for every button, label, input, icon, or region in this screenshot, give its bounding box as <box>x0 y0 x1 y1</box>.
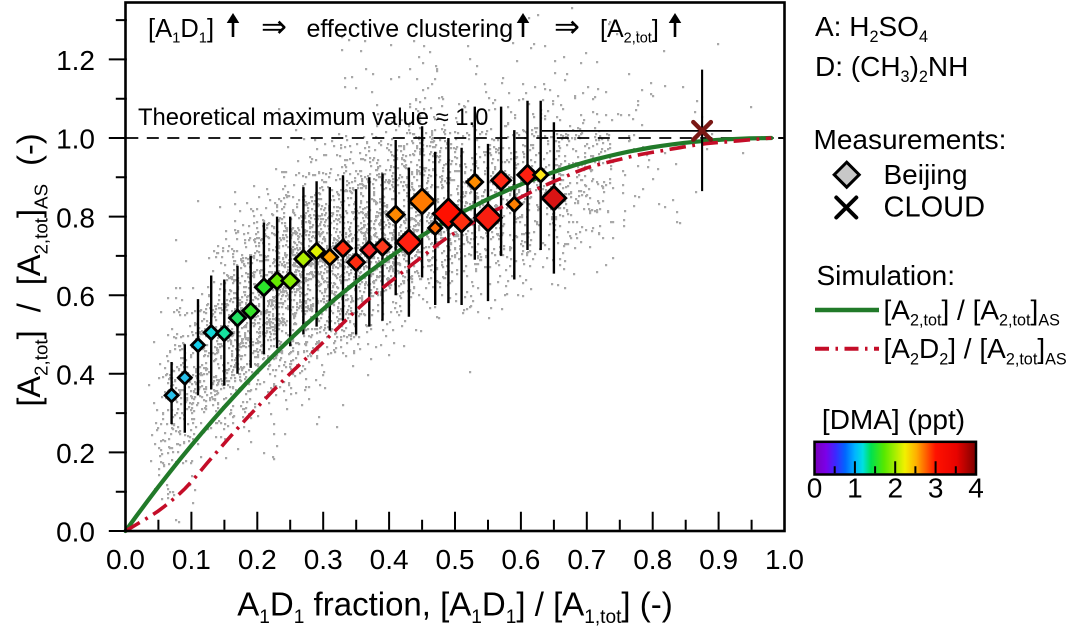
svg-text:[DMA] (ppt): [DMA] (ppt) <box>822 404 965 435</box>
svg-text:0.5: 0.5 <box>436 544 475 575</box>
svg-text:0.4: 0.4 <box>370 544 409 575</box>
svg-text:Theoretical maximum value ≈ 1.: Theoretical maximum value ≈ 1.0 <box>138 104 488 131</box>
svg-text:2: 2 <box>887 473 903 504</box>
svg-text:[A1D1]: [A1D1] <box>148 15 214 47</box>
svg-text:1: 1 <box>847 473 863 504</box>
svg-text:0.0: 0.0 <box>56 517 95 548</box>
svg-text:0.9: 0.9 <box>699 544 738 575</box>
svg-text:[A2,tot] / [A2,tot]AS: [A2,tot] / [A2,tot]AS <box>884 294 1061 329</box>
svg-text:0: 0 <box>807 473 823 504</box>
svg-text:0.6: 0.6 <box>501 544 540 575</box>
svg-text:0.2: 0.2 <box>56 438 95 469</box>
svg-text:0.7: 0.7 <box>567 544 606 575</box>
svg-text:A: H2SO4: A: H2SO4 <box>815 11 928 46</box>
svg-text:3: 3 <box>928 473 944 504</box>
svg-text:CLOUD: CLOUD <box>884 192 986 224</box>
svg-text:0.2: 0.2 <box>238 544 277 575</box>
svg-text:0.8: 0.8 <box>56 202 95 233</box>
svg-text:Measurements:: Measurements: <box>814 124 1007 155</box>
svg-text:1.0: 1.0 <box>765 544 804 575</box>
svg-text:Beijing: Beijing <box>884 159 968 190</box>
svg-text:0.8: 0.8 <box>633 544 672 575</box>
svg-text:1.0: 1.0 <box>56 124 95 155</box>
svg-text:0.0: 0.0 <box>106 544 145 575</box>
svg-text:⇒: ⇒ <box>261 9 287 44</box>
svg-text:4: 4 <box>968 473 984 504</box>
svg-text:Simulation:: Simulation: <box>817 260 956 291</box>
svg-text:0.3: 0.3 <box>304 544 343 575</box>
svg-text:1.2: 1.2 <box>56 45 95 76</box>
svg-text:effective clustering: effective clustering <box>307 15 514 43</box>
svg-text:[A2,tot]: [A2,tot] <box>600 15 659 47</box>
svg-text:[A2,tot] / [A2,tot]AS (-): [A2,tot] / [A2,tot]AS (-) <box>11 133 51 406</box>
svg-text:A1D1 fraction, [A1D1] / [A1,to: A1D1 fraction, [A1D1] / [A1,tot] (-) <box>237 586 672 628</box>
svg-text:D: (CH3)2NH: D: (CH3)2NH <box>815 51 968 86</box>
svg-text:0.6: 0.6 <box>56 281 95 312</box>
svg-text:0.4: 0.4 <box>56 360 95 391</box>
svg-text:0.1: 0.1 <box>172 544 211 575</box>
svg-text:[A2D2] / [A2,tot]AS: [A2D2] / [A2,tot]AS <box>884 333 1067 368</box>
svg-text:⇒: ⇒ <box>554 9 580 44</box>
